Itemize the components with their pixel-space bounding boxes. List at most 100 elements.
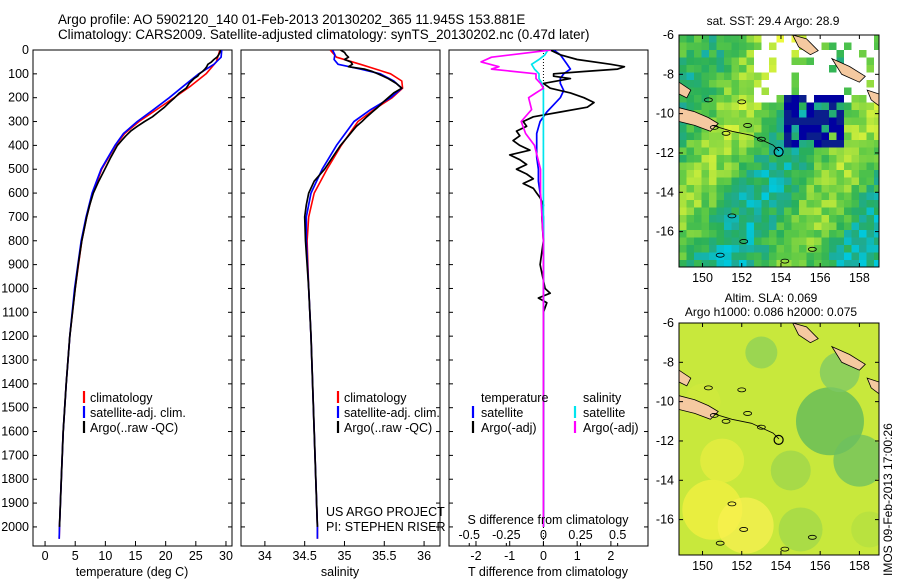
sst-cell — [701, 252, 710, 261]
sst-cell — [769, 177, 777, 186]
sst-cell — [709, 35, 717, 43]
sst-cell — [784, 42, 792, 51]
sst-cell — [859, 230, 867, 238]
sst-cell — [874, 65, 879, 73]
sst-cell — [866, 117, 875, 126]
reef-outline — [721, 130, 731, 136]
sst-cell — [821, 170, 830, 178]
sst-cell — [814, 110, 822, 118]
sst-cell — [701, 50, 710, 58]
sst-cell — [739, 155, 747, 163]
reef-outline — [737, 387, 747, 393]
sst-cell — [709, 155, 717, 163]
sst-cell — [836, 110, 845, 118]
sst-cell — [829, 207, 837, 216]
sst-cell — [686, 252, 695, 261]
sst-cell — [754, 155, 762, 163]
sst-cell — [814, 57, 822, 66]
sst-cell — [806, 237, 815, 246]
sst-cell — [859, 245, 867, 253]
sst-cell — [784, 245, 792, 253]
sst-cell — [844, 177, 852, 186]
sst-cell — [776, 237, 785, 246]
sst-cell — [829, 95, 837, 103]
sst-cell — [814, 65, 822, 73]
sst-cell — [701, 72, 710, 81]
sst-cell — [686, 42, 695, 51]
sst-cell — [836, 72, 845, 81]
sst-cell — [701, 87, 710, 96]
sst-cell — [799, 237, 807, 246]
sst-cell — [829, 222, 837, 231]
sst-cell — [866, 207, 875, 216]
sst-cell — [859, 110, 867, 118]
sst-cell — [806, 147, 815, 156]
sst-cell — [694, 35, 702, 43]
sst-cell — [769, 260, 777, 267]
sst-cell — [836, 132, 845, 141]
sst-cell — [694, 162, 702, 171]
sst-cell — [731, 222, 740, 231]
sst-cell — [799, 102, 807, 111]
sst-cell — [731, 110, 740, 118]
reef-outline — [739, 239, 749, 244]
sst-cell — [799, 252, 807, 261]
legend-label-sat: satellite-adj. clim. — [90, 406, 186, 420]
sst-cell — [844, 155, 852, 163]
sst-cell — [821, 110, 830, 118]
sst-cell — [724, 80, 732, 88]
sst-cell — [844, 57, 852, 66]
y-tick-label: 900 — [8, 258, 29, 272]
y-tick-label: 1800 — [1, 472, 29, 486]
sst-cell — [784, 147, 792, 156]
sst-cell — [694, 95, 702, 103]
sst-cell — [679, 237, 687, 246]
chart-title-block: Argo profile: AO 5902120_140 01-Feb-2013… — [58, 12, 589, 42]
sst-cell — [701, 155, 710, 163]
sst-cell — [746, 177, 755, 186]
sst-cell — [746, 230, 755, 238]
map-x-tick-label: 158 — [849, 559, 870, 573]
sst-cell — [739, 42, 747, 51]
sst-cell — [806, 192, 815, 201]
sst-cell — [806, 170, 815, 178]
sst-cell — [784, 125, 792, 133]
sst-cell — [769, 35, 777, 43]
series-line-climatology — [58, 50, 221, 539]
map-x-tick-label: 156 — [810, 559, 831, 573]
sst-cell — [754, 237, 762, 246]
sst-cell — [739, 50, 747, 58]
sst-cell — [806, 35, 815, 43]
sst-cell — [851, 147, 860, 156]
sst-cell — [829, 65, 837, 73]
sst-cell — [694, 222, 702, 231]
sst-cell — [679, 95, 687, 103]
sst-cell — [679, 72, 687, 81]
sst-cell — [694, 72, 702, 81]
sst-cell — [701, 230, 710, 238]
sst-cell — [709, 57, 717, 66]
sst-cell — [791, 215, 800, 223]
sst-cell — [791, 42, 800, 51]
sst-cell — [701, 147, 710, 156]
sst-cell — [724, 200, 732, 208]
sst-cell — [731, 65, 740, 73]
sst-cell — [874, 87, 879, 96]
sst-cell — [859, 42, 867, 51]
sst-cell — [701, 140, 710, 148]
sst-cell — [746, 35, 755, 43]
sst-cell — [851, 132, 860, 141]
sst-cell — [859, 95, 867, 103]
sst-cell — [874, 125, 879, 133]
difference-panel-frame — [448, 49, 649, 547]
sst-cell — [776, 80, 785, 88]
sst-cell — [859, 50, 867, 58]
sst-cell — [866, 237, 875, 246]
sst-cell — [724, 162, 732, 171]
sst-cell — [716, 57, 725, 66]
sst-cell — [866, 230, 875, 238]
sst-cell — [821, 185, 830, 193]
sst-cell — [761, 162, 770, 171]
sst-cell — [859, 260, 867, 267]
sst-cell — [799, 87, 807, 96]
